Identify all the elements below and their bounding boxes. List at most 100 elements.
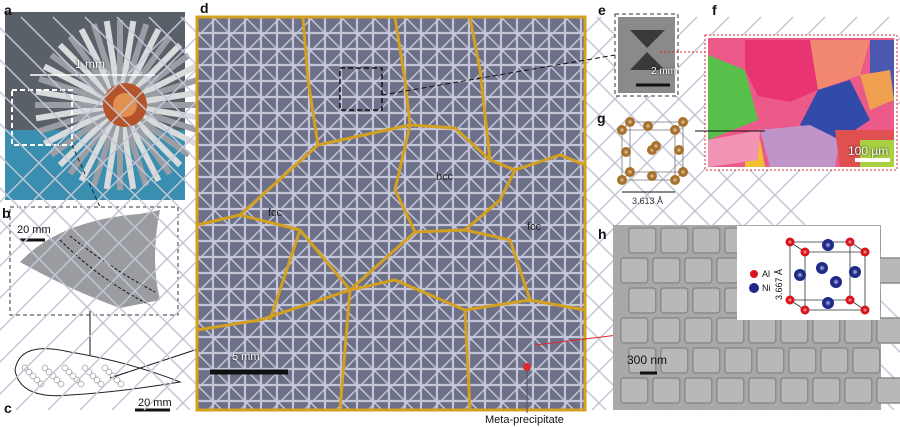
blade-contour	[69, 235, 156, 293]
gamma-prime-cube	[748, 317, 777, 344]
airfoil-cell	[101, 364, 109, 372]
airfoil-cell	[73, 376, 81, 384]
selection-box-d	[339, 67, 383, 111]
grain-boundaries	[195, 15, 587, 412]
gamma-prime-cube	[692, 227, 721, 254]
ebsd-grain	[708, 55, 758, 140]
legend-ni-marker	[749, 283, 759, 293]
panel-label-b: b	[2, 205, 11, 221]
airfoil-cell	[105, 368, 113, 376]
strut	[0, 122, 287, 411]
airfoil-cell	[61, 364, 69, 372]
leader-a-b	[71, 144, 101, 208]
airfoil-cell	[57, 380, 65, 388]
atom-shine	[816, 262, 828, 274]
legend-al: Al	[762, 269, 771, 279]
meta-precipitate-label: Meta-precipitate	[485, 414, 564, 426]
scale-label-c: 20 mm	[138, 397, 172, 409]
gamma-prime-cube	[812, 377, 841, 404]
grain-label-fcc-left: fcc	[268, 207, 283, 219]
gamma-prime-cube	[852, 347, 881, 374]
ebsd-grain	[860, 70, 894, 110]
strut	[0, 16, 250, 268]
strut	[0, 218, 191, 411]
atom-shine	[800, 305, 810, 315]
atom-shine	[830, 276, 842, 288]
atom-shine	[785, 237, 795, 247]
atom-shine	[678, 117, 688, 127]
airfoil-cell	[21, 364, 29, 372]
airfoil-cell	[117, 380, 125, 388]
gamma-prime-cube	[692, 347, 721, 374]
turbine-hub-center	[113, 93, 137, 117]
atom-shine	[643, 121, 653, 131]
gamma-prime-cube	[652, 257, 681, 284]
airfoil-cell	[93, 376, 101, 384]
meta-precipitate-dot	[523, 363, 531, 371]
gamma-prime-cube	[620, 317, 649, 344]
selection-box-a	[11, 89, 73, 146]
airfoil-cell	[29, 372, 37, 380]
strut	[0, 16, 282, 300]
gamma-prime-cube	[756, 347, 785, 374]
atom-shine	[625, 167, 635, 177]
panel-label-a: a	[4, 2, 12, 18]
gamma-prime-cube	[660, 287, 689, 314]
panel-label-g: g	[597, 110, 606, 126]
gamma-prime-cube	[684, 257, 713, 284]
strut	[0, 16, 378, 396]
gamma-prime-cube	[628, 287, 657, 314]
panel-label-f: f	[712, 2, 717, 18]
strut	[0, 26, 383, 411]
airfoil-cell	[53, 376, 61, 384]
gamma-prime-cube	[620, 257, 649, 284]
atom-shine	[625, 117, 635, 127]
blade-segment	[20, 210, 160, 308]
grain-boundary	[196, 287, 352, 411]
blade-contour	[59, 239, 151, 306]
strut	[0, 16, 346, 364]
strut	[0, 16, 186, 204]
grain-boundary	[317, 123, 518, 234]
gamma-prime-cube	[684, 317, 713, 344]
atom-shine	[849, 266, 861, 278]
airfoil-cell	[81, 364, 89, 372]
gamma-prime-cube	[876, 377, 900, 404]
atom-shine	[621, 147, 631, 157]
strut	[20, 16, 415, 411]
strut	[0, 16, 218, 236]
ebsd-grain	[800, 80, 870, 140]
airfoil-cell	[113, 376, 121, 384]
atom-shine	[845, 295, 855, 305]
grain-boundary	[468, 17, 492, 161]
atom-shine	[860, 247, 870, 257]
atom-shine	[794, 269, 806, 281]
atom-shine	[785, 295, 795, 305]
grain-label-fcc-right: fcc	[527, 221, 542, 233]
gamma-prime-cube	[876, 317, 900, 344]
strut	[0, 58, 351, 411]
grain-boundary	[464, 228, 586, 312]
arrow-d-h	[534, 334, 619, 346]
gamma-prime-cube	[660, 347, 689, 374]
airfoil-outline	[14, 348, 182, 397]
grain-boundary	[268, 229, 302, 321]
panel-label-e: e	[598, 2, 606, 18]
grain-label-bcc: bcc	[436, 171, 454, 183]
gamma-prime-cube	[844, 317, 873, 344]
strut	[0, 154, 255, 411]
fcc-unit-cell	[617, 117, 688, 185]
grain-boundary	[393, 17, 412, 126]
gamma-prime-cube	[660, 227, 689, 254]
gamma-prime-cube	[684, 377, 713, 404]
gamma-prime-cube	[716, 317, 745, 344]
airfoil-cell	[41, 364, 49, 372]
atom-shine	[800, 247, 810, 257]
grain-boundary	[463, 309, 472, 411]
grain-boundary	[349, 278, 531, 312]
gamma-prime-cube	[788, 347, 817, 374]
ebsd-grain	[760, 125, 840, 167]
lattice-struts	[0, 15, 900, 411]
